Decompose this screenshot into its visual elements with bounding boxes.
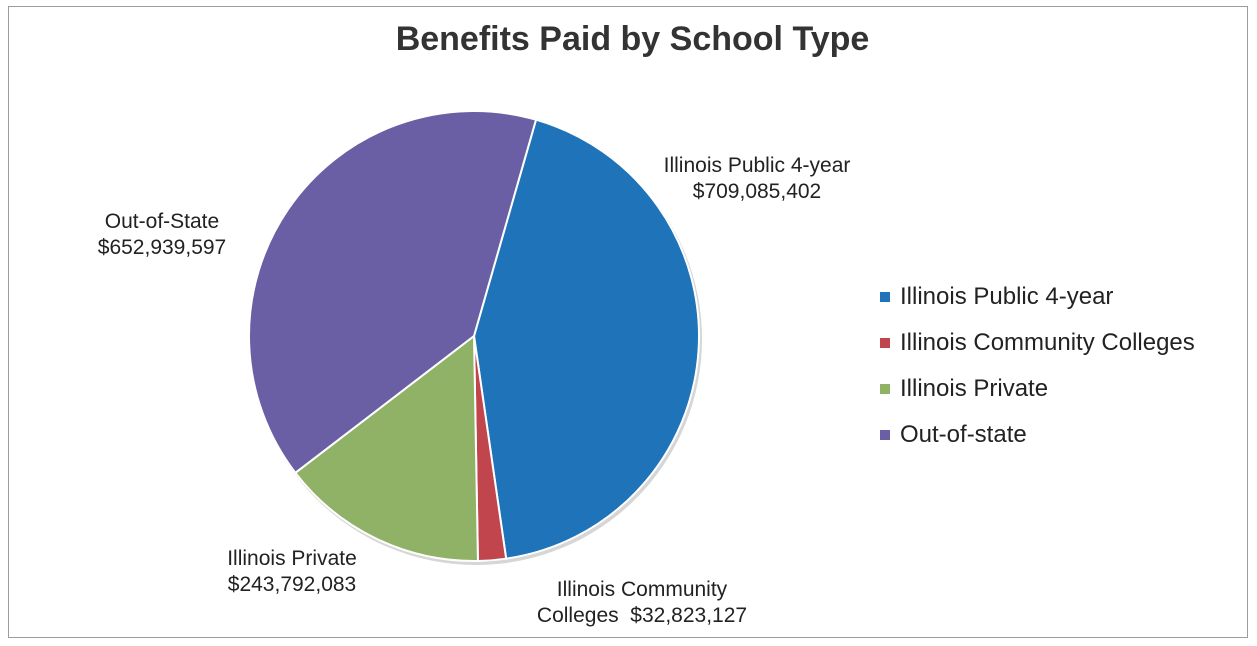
legend-swatch — [880, 384, 890, 394]
pie-slice-illinois-private — [293, 334, 479, 562]
pie-slice-out-of-state — [247, 110, 538, 475]
legend-item-illinois-public-4-year: Illinois Public 4-year — [880, 274, 1195, 320]
data-label-line: $709,085,402 — [693, 180, 821, 203]
legend-label: Illinois Public 4-year — [900, 283, 1114, 310]
data-label-illinois-public-4-year: Illinois Public 4-year $709,085,402 — [664, 154, 851, 203]
data-label-line: Illinois Private — [227, 547, 357, 570]
pie-slice-illinois-public-4-year — [472, 118, 700, 560]
slice-labels: Illinois Public 4-year $709,085,402Illino… — [98, 154, 851, 627]
data-label-line: $652,939,597 — [98, 236, 226, 259]
legend-label: Illinois Private — [900, 375, 1049, 402]
chart-title: Benefits Paid by School Type — [395, 20, 870, 58]
data-label-line: Illinois Community — [557, 578, 728, 601]
legend-item-illinois-private: Illinois Private — [880, 366, 1195, 412]
legend-swatch — [880, 430, 890, 440]
chart-legend: Illinois Public 4-year Illinois Communit… — [880, 274, 1195, 458]
pie-slices — [247, 110, 702, 565]
data-label-line: Colleges $32,823,127 — [537, 604, 747, 627]
legend-label: Out-of-state — [900, 421, 1027, 448]
data-label-illinois-private: Illinois Private $243,792,083 — [227, 547, 357, 596]
data-label-line: Illinois Public 4-year — [664, 154, 851, 177]
data-label-illinois-community-colleges: Illinois Community Colleges $32,823,127 — [537, 578, 747, 627]
data-label-out-of-state: Out-of-State $652,939,597 — [98, 210, 226, 259]
legend-item-illinois-community-colleges: Illinois Community Colleges — [880, 320, 1195, 366]
legend-label: Illinois Community Colleges — [900, 329, 1195, 356]
data-label-line: $243,792,083 — [228, 573, 356, 596]
legend-item-out-of-state: Out-of-state — [880, 412, 1195, 458]
legend-swatch — [880, 338, 890, 348]
data-label-line: Out-of-State — [105, 210, 219, 233]
legend-swatch — [880, 292, 890, 302]
